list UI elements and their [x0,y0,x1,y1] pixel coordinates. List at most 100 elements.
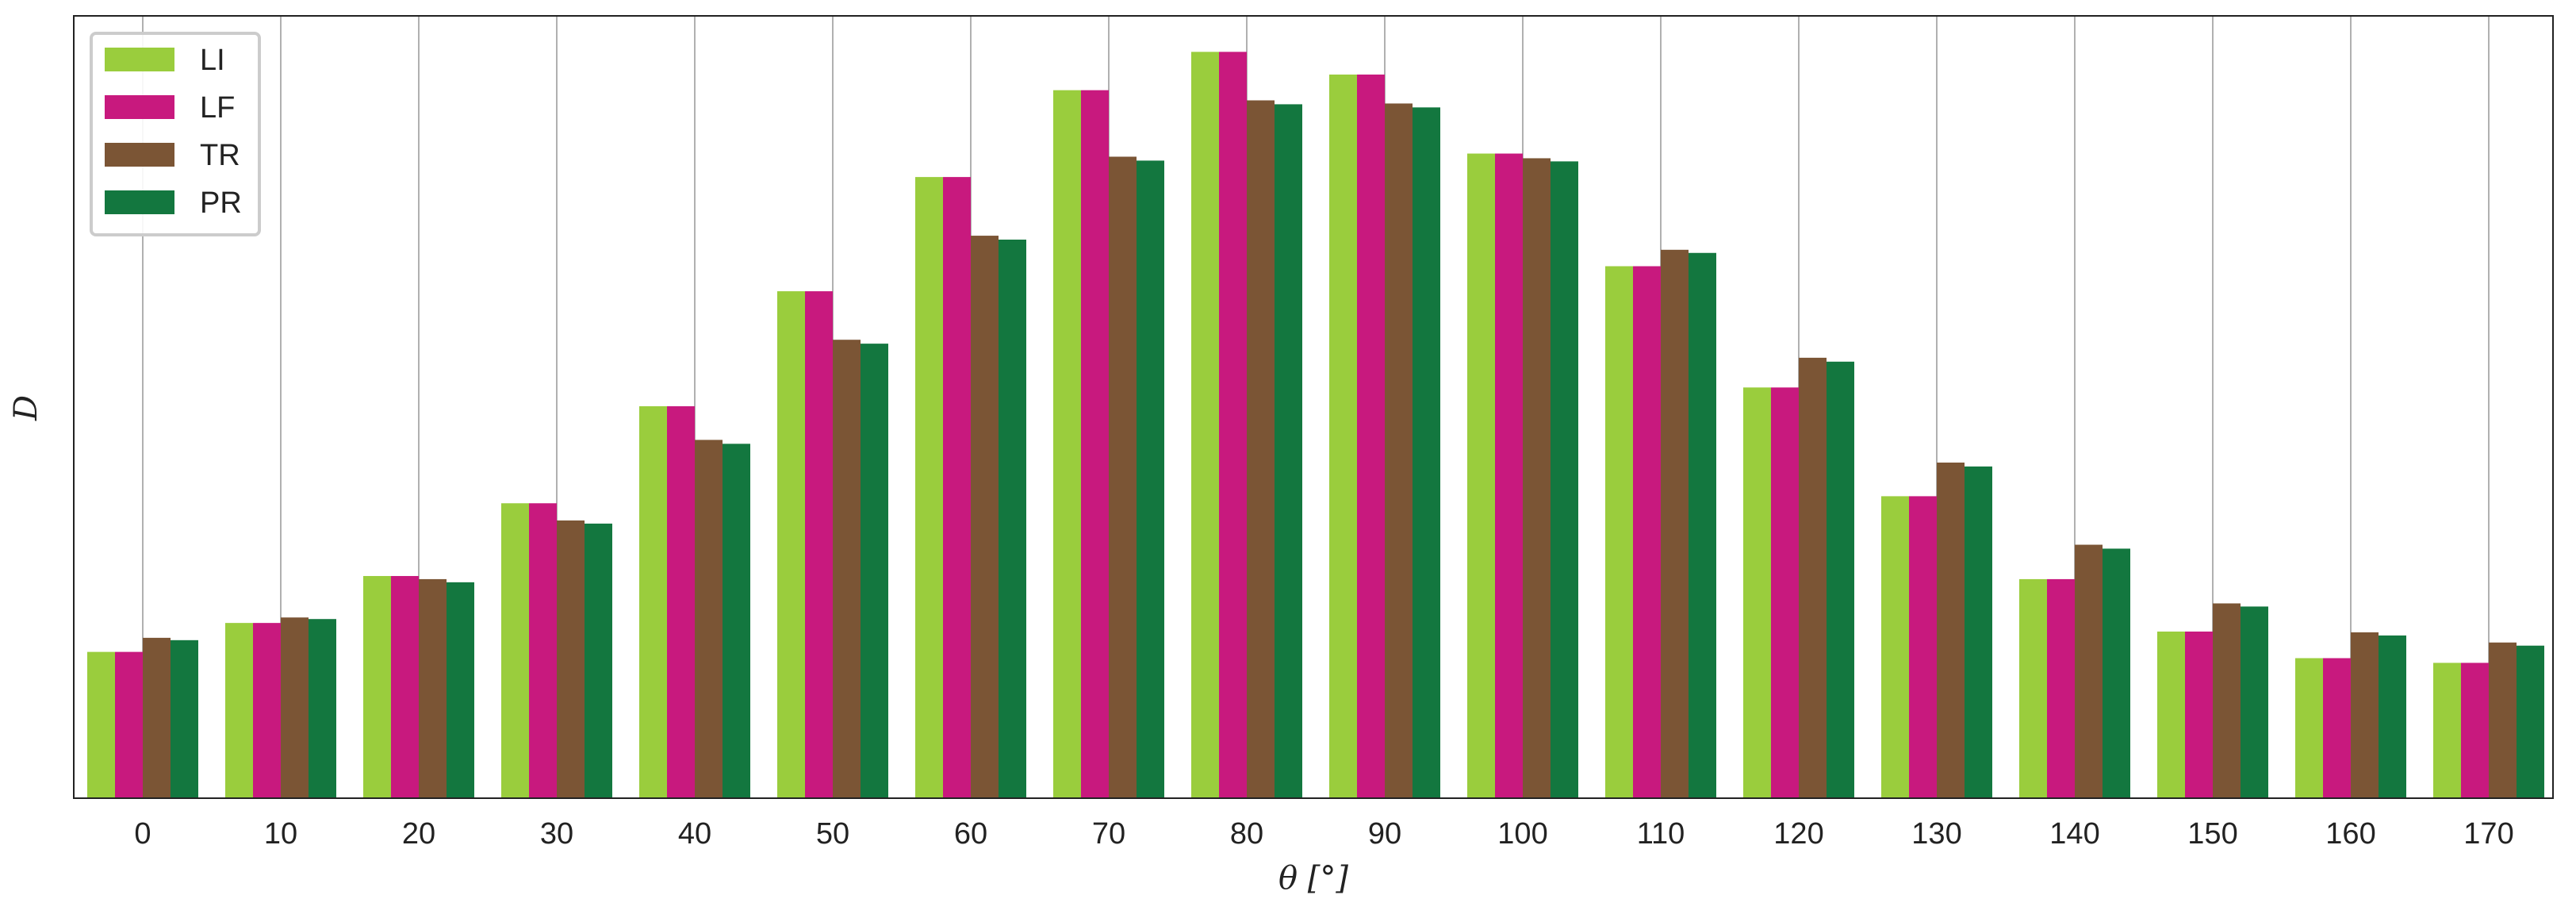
bar-lf-140 [2047,578,2075,798]
bar-lf-30 [529,503,557,798]
bar-pr-50 [861,344,888,798]
bar-tr-110 [1661,249,1689,799]
bar-tr-160 [2351,632,2379,798]
legend-label-pr: PR [200,186,242,220]
bar-tr-140 [2075,544,2103,798]
x-tick-label: 20 [402,817,435,851]
bar-li-120 [1743,387,1771,799]
x-tick-label: 140 [2049,817,2099,851]
bar-lf-10 [253,623,281,798]
bar-pr-40 [723,444,750,798]
legend-swatch-lf [105,95,174,119]
bar-tr-10 [281,617,309,798]
bar-li-50 [777,291,805,798]
x-tick-label: 120 [1773,817,1823,851]
bar-li-30 [501,503,529,798]
legend: LI LF TR PR [90,32,261,236]
bar-li-20 [363,575,391,798]
bar-tr-170 [2489,642,2517,798]
bar-lf-90 [1357,74,1385,798]
bar-li-40 [639,406,667,798]
x-tick-label: 40 [678,817,711,851]
bar-pr-140 [2103,548,2130,798]
x-tick-label: 130 [1911,817,1961,851]
bar-tr-120 [1799,357,1827,799]
bar-lf-60 [943,177,971,799]
bar-tr-70 [1109,156,1137,799]
bar-tr-50 [833,340,861,799]
y-axis-label: D [8,395,44,421]
bar-pr-100 [1551,161,1578,798]
legend-label-tr: TR [200,139,240,172]
bar-li-170 [2433,663,2461,798]
legend-swatch-li [105,48,174,71]
x-tick-label: 60 [954,817,987,851]
bar-li-130 [1881,496,1909,798]
bar-tr-40 [695,440,723,798]
x-ticks: 0 10 20 30 40 50 60 70 80 90 100 110 120 130 140 150 160… [134,817,2513,851]
bar-li-70 [1053,90,1081,799]
bar-pr-110 [1689,252,1716,798]
bars [87,52,2544,799]
bar-li-80 [1191,52,1219,798]
bar-tr-100 [1523,158,1551,798]
bar-lf-160 [2323,658,2351,798]
bar-li-60 [915,177,943,799]
x-tick-label: 90 [1368,817,1401,851]
legend-swatch-tr [105,143,174,167]
bar-tr-20 [419,578,447,798]
bar-lf-0 [115,651,143,798]
bar-lf-130 [1909,496,1937,798]
bar-pr-20 [447,582,474,798]
bar-pr-60 [999,239,1026,799]
bar-lf-110 [1633,266,1661,798]
bar-pr-70 [1137,160,1164,798]
x-tick-label: 110 [1637,817,1685,851]
bar-tr-0 [143,637,171,798]
bar-pr-0 [171,640,198,798]
bar-lf-50 [805,291,833,798]
bar-lf-100 [1495,153,1523,798]
bar-lf-70 [1081,90,1109,799]
x-tick-label: 50 [816,817,849,851]
bar-pr-10 [309,619,336,798]
bar-li-90 [1329,74,1357,798]
legend-label-lf: LF [200,91,235,125]
bar-li-140 [2019,578,2047,798]
bar-li-150 [2157,631,2185,798]
x-tick-label: 160 [2325,817,2375,851]
x-tick-label: 30 [540,817,573,851]
bar-pr-30 [585,523,612,798]
x-tick-label: 0 [134,817,151,851]
plot-frame [73,15,2554,799]
x-tick-label: 10 [264,817,297,851]
legend-label-li: LI [200,44,225,77]
x-axis-label: θ [°] [1278,860,1348,897]
x-tick-label: 70 [1092,817,1125,851]
bar-pr-150 [2241,606,2268,798]
x-tick-label: 100 [1497,817,1547,851]
bar-tr-60 [971,236,999,798]
x-tick-label: 150 [2187,817,2237,851]
bar-lf-150 [2185,631,2213,798]
bar-li-10 [225,623,253,798]
bar-tr-150 [2213,603,2241,798]
legend-swatch-pr [105,190,174,214]
x-tick-label: 80 [1230,817,1263,851]
x-tick-label: 170 [2463,817,2513,851]
bar-pr-170 [2517,645,2544,798]
bar-li-160 [2295,658,2323,798]
bar-tr-130 [1937,463,1965,798]
bar-tr-80 [1247,100,1275,799]
bar-lf-40 [667,406,695,798]
bar-pr-120 [1827,361,1854,798]
bar-pr-90 [1413,107,1440,798]
bar-tr-30 [557,520,585,798]
bar-li-0 [87,651,115,798]
bar-pr-80 [1275,104,1302,799]
bar-pr-130 [1965,466,1992,798]
bar-li-110 [1605,266,1633,798]
gridlines [142,16,2490,798]
legend-frame [90,32,261,236]
